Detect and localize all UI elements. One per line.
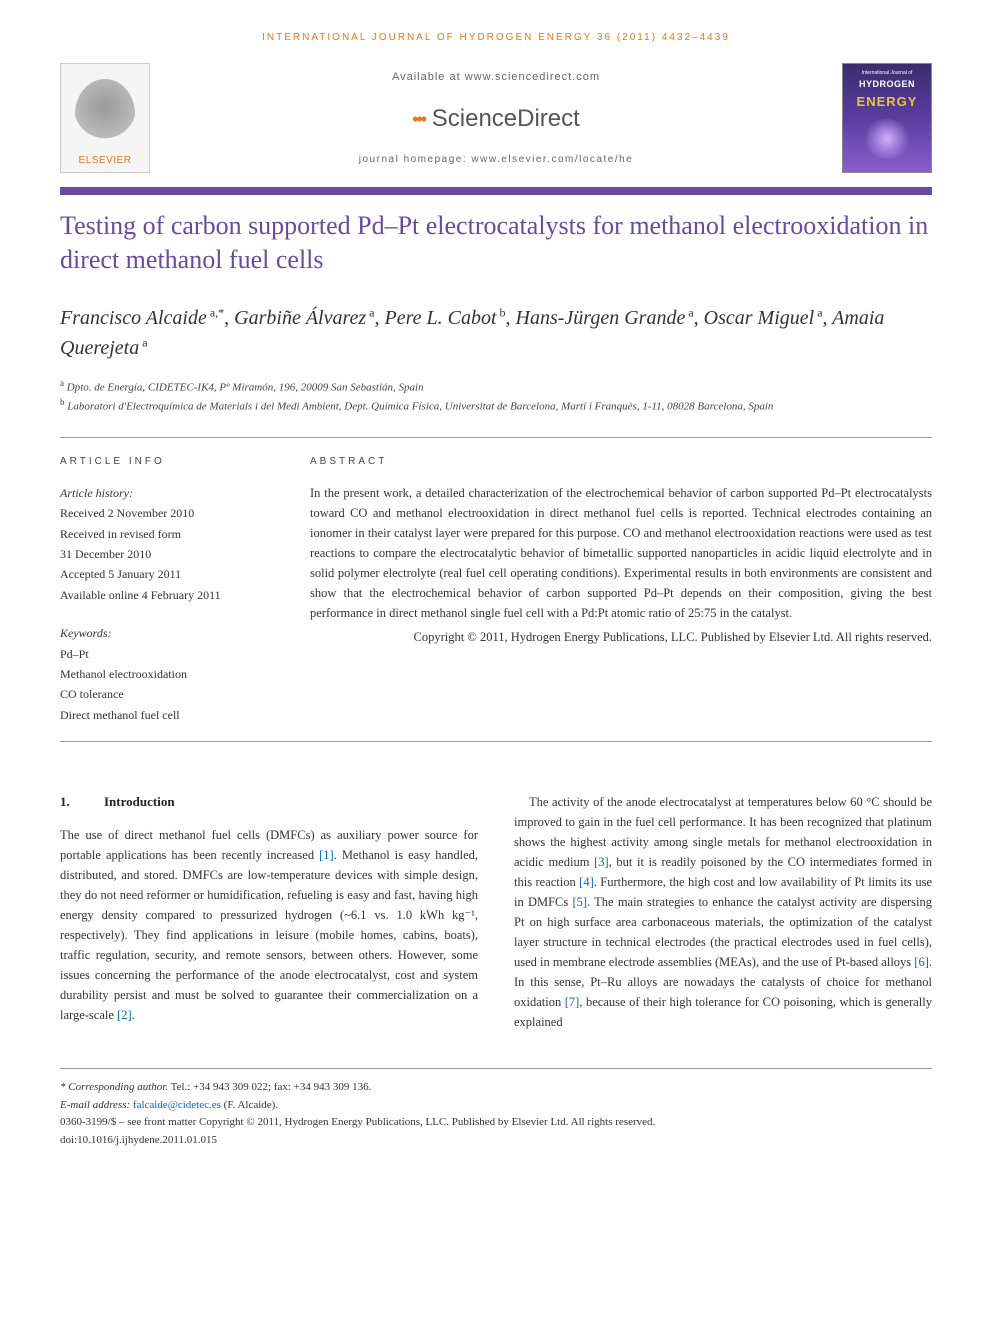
- cover-top-text: International Journal of: [862, 70, 913, 76]
- history-list: Article history: Received 2 November 201…: [60, 483, 270, 605]
- doi: doi:10.1016/j.ijhydene.2011.01.015: [60, 1132, 932, 1150]
- divider-top: [60, 437, 932, 438]
- info-row: ARTICLE INFO Article history: Received 2…: [60, 454, 932, 725]
- keyword: Methanol electrooxidation: [60, 664, 270, 684]
- homepage-url[interactable]: www.elsevier.com/locate/he: [471, 154, 633, 165]
- ref-link[interactable]: [6]: [914, 955, 929, 969]
- ref-link[interactable]: [7]: [565, 995, 580, 1009]
- corresponding-author: * Corresponding author. Tel.: +34 943 30…: [60, 1079, 932, 1097]
- affiliation-b: b Laboratori d'Electroquímica de Materia…: [60, 396, 932, 415]
- body-paragraph: The use of direct methanol fuel cells (D…: [60, 825, 478, 1025]
- history-item: Accepted 5 January 2011: [60, 564, 270, 584]
- email-line: E-mail address: falcaide@cidetec.es (F. …: [60, 1097, 932, 1115]
- ref-link[interactable]: [2]: [117, 1008, 132, 1022]
- divider-bottom: [60, 741, 932, 742]
- abstract-block: ABSTRACT In the present work, a detailed…: [310, 454, 932, 725]
- front-matter: 0360-3199/$ – see front matter Copyright…: [60, 1114, 932, 1132]
- elsevier-logo: ELSEVIER: [60, 63, 150, 173]
- masthead: ELSEVIER Available at www.sciencedirect.…: [60, 63, 932, 173]
- article-title: Testing of carbon supported Pd–Pt electr…: [60, 209, 932, 277]
- affiliation-a: a Dpto. de Energía, CIDETEC-IK4, Pº Mira…: [60, 377, 932, 396]
- history-item: Available online 4 February 2011: [60, 585, 270, 605]
- section-heading: 1.Introduction: [60, 792, 478, 813]
- sciencedirect-text: ScienceDirect: [432, 105, 580, 132]
- keywords-head: Keywords:: [60, 623, 270, 643]
- journal-cover: International Journal of HYDROGEN ENERGY: [842, 63, 932, 173]
- affiliations: a Dpto. de Energía, CIDETEC-IK4, Pº Mira…: [60, 377, 932, 415]
- section-number: 1.: [60, 792, 104, 813]
- history-item: Received in revised form: [60, 524, 270, 544]
- title-rule: [60, 187, 932, 195]
- elsevier-tree-icon: [75, 79, 135, 149]
- article-info: ARTICLE INFO Article history: Received 2…: [60, 454, 270, 725]
- cover-hydrogen-text: HYDROGEN: [859, 78, 915, 92]
- authors: Francisco Alcaide a,*, Garbiñe Álvarez a…: [60, 303, 932, 363]
- sd-dots-icon: •••: [412, 109, 425, 129]
- abstract-text: In the present work, a detailed characte…: [310, 483, 932, 623]
- cover-swirl-icon: [862, 119, 912, 159]
- ref-link[interactable]: [5]: [572, 895, 587, 909]
- keyword: Pd–Pt: [60, 644, 270, 664]
- history-item: 31 December 2010: [60, 544, 270, 564]
- email-link[interactable]: falcaide@cidetec.es: [133, 1099, 221, 1111]
- ref-link[interactable]: [1]: [319, 848, 334, 862]
- sciencedirect-logo: ••• ScienceDirect: [164, 101, 828, 137]
- keyword: CO tolerance: [60, 684, 270, 704]
- masthead-center: Available at www.sciencedirect.com ••• S…: [164, 63, 828, 173]
- abstract-label: ABSTRACT: [310, 454, 932, 469]
- section-title: Introduction: [104, 794, 175, 809]
- abstract-copyright: Copyright © 2011, Hydrogen Energy Public…: [310, 627, 932, 647]
- body-columns: 1.Introduction The use of direct methano…: [60, 792, 932, 1032]
- cover-energy-text: ENERGY: [857, 92, 918, 112]
- history-head: Article history:: [60, 483, 270, 503]
- ref-link[interactable]: [3]: [594, 855, 609, 869]
- keyword: Direct methanol fuel cell: [60, 705, 270, 725]
- journal-homepage: journal homepage: www.elsevier.com/locat…: [164, 152, 828, 167]
- footer-block: * Corresponding author. Tel.: +34 943 30…: [60, 1068, 932, 1149]
- ref-link[interactable]: [4]: [579, 875, 594, 889]
- running-header: INTERNATIONAL JOURNAL OF HYDROGEN ENERGY…: [60, 30, 932, 45]
- article-info-label: ARTICLE INFO: [60, 454, 270, 469]
- elsevier-text: ELSEVIER: [79, 153, 132, 168]
- body-paragraph: The activity of the anode electrocatalys…: [514, 792, 932, 1032]
- keywords-list: Keywords: Pd–Pt Methanol electrooxidatio…: [60, 623, 270, 725]
- available-at: Available at www.sciencedirect.com: [164, 69, 828, 86]
- history-item: Received 2 November 2010: [60, 503, 270, 523]
